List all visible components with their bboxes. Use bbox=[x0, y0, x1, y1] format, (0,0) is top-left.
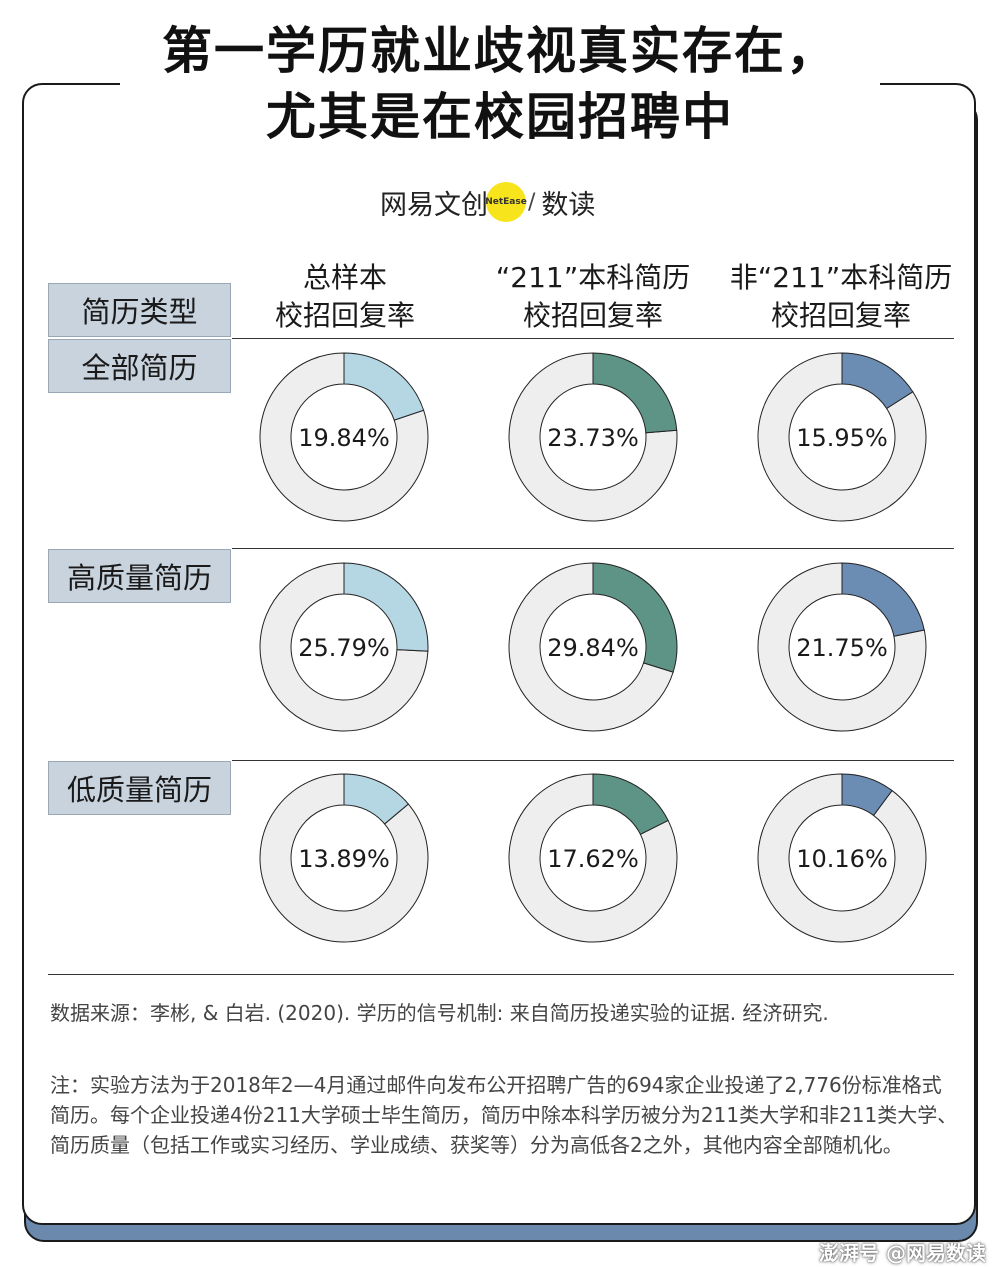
column-header-line2: 校招回复率 bbox=[522, 299, 663, 332]
logo-right-text: 数读 bbox=[541, 189, 596, 221]
netease-badge-icon: NetEase bbox=[485, 182, 527, 222]
donut-value-label: 23.73% bbox=[547, 424, 639, 452]
donut-value-slice bbox=[343, 562, 429, 652]
corner-label: 简历类型 bbox=[48, 283, 231, 337]
donut-value-slice bbox=[592, 773, 669, 835]
donut-remainder bbox=[259, 352, 429, 522]
logo-divider: / bbox=[528, 189, 536, 215]
page-title: 第一学历就业歧视真实存在， 尤其是在校园招聘中 bbox=[120, 18, 880, 150]
column-header-line1: 总样本 bbox=[302, 261, 387, 294]
donut-1-2: 21.75% bbox=[757, 562, 927, 732]
column-header-total: 总样本 校招回复率 bbox=[220, 259, 470, 335]
watermark: 澎湃号 @网易数读 bbox=[819, 1241, 986, 1265]
method-note: 注：实验方法为于2018年2—4月通过邮件向发布公开招聘广告的694家企业投递了… bbox=[50, 1073, 958, 1157]
column-header-line1: “211”本科简历 bbox=[495, 261, 691, 294]
donut-value-slice bbox=[841, 562, 925, 637]
donut-2-0: 13.89% bbox=[259, 773, 429, 943]
donut-value-label: 21.75% bbox=[796, 634, 888, 662]
donut-0-1: 23.73% bbox=[508, 352, 678, 522]
donut-0-0: 19.84% bbox=[259, 352, 429, 522]
source-note: 数据来源：李彬, & 白岩. (2020). 学历的信号机制: 来自简历投递实验… bbox=[50, 1001, 829, 1025]
row-label-all: 全部简历 bbox=[48, 339, 231, 393]
donut-remainder bbox=[757, 352, 927, 522]
title-line-2: 尤其是在校园招聘中 bbox=[266, 88, 734, 146]
donut-value-slice bbox=[343, 352, 425, 421]
notes-divider bbox=[48, 974, 954, 975]
donut-value-label: 19.84% bbox=[298, 424, 390, 452]
column-header-line2: 校招回复率 bbox=[770, 299, 911, 332]
donut-remainder bbox=[259, 562, 429, 732]
donut-0-2: 15.95% bbox=[757, 352, 927, 522]
badge-text: NetEase bbox=[485, 197, 527, 207]
donut-2-1: 17.62% bbox=[508, 773, 678, 943]
donut-value-slice bbox=[841, 773, 893, 817]
donut-remainder bbox=[259, 773, 429, 943]
donut-value-label: 15.95% bbox=[796, 424, 888, 452]
donut-remainder bbox=[757, 562, 927, 732]
donut-2-2: 10.16% bbox=[757, 773, 927, 943]
row-label-low-quality: 低质量简历 bbox=[48, 761, 231, 815]
donut-remainder bbox=[508, 562, 674, 732]
donut-remainder bbox=[508, 352, 678, 522]
donut-value-label: 13.89% bbox=[298, 845, 390, 873]
donut-value-label: 10.16% bbox=[796, 845, 888, 873]
column-header-line1: 非“211”本科简历 bbox=[729, 261, 953, 294]
donut-value-slice bbox=[592, 352, 678, 434]
content-card bbox=[22, 83, 976, 1225]
column-header-non-211: 非“211”本科简历 校招回复率 bbox=[716, 259, 966, 335]
column-header-211: “211”本科简历 校招回复率 bbox=[468, 259, 718, 335]
donut-value-slice bbox=[343, 773, 410, 825]
row-divider bbox=[232, 548, 954, 549]
donut-value-label: 29.84% bbox=[547, 634, 639, 662]
title-line-1: 第一学历就业歧视真实存在， bbox=[162, 22, 838, 80]
row-label-high-quality: 高质量简历 bbox=[48, 549, 231, 603]
donut-remainder bbox=[508, 773, 678, 943]
row-divider bbox=[232, 338, 954, 339]
column-header-line2: 校招回复率 bbox=[274, 299, 415, 332]
donut-value-label: 25.79% bbox=[298, 634, 390, 662]
donut-1-0: 25.79% bbox=[259, 562, 429, 732]
donut-value-label: 17.62% bbox=[547, 845, 639, 873]
donut-value-slice bbox=[841, 352, 914, 410]
row-divider bbox=[232, 760, 954, 761]
donut-remainder bbox=[757, 773, 927, 943]
logo-left-text: 网易文创 bbox=[380, 189, 488, 221]
brand-logo: 网易文创 NetEase / 数读 bbox=[380, 180, 595, 224]
donut-1-1: 29.84% bbox=[508, 562, 678, 732]
donut-value-slice bbox=[592, 562, 678, 673]
